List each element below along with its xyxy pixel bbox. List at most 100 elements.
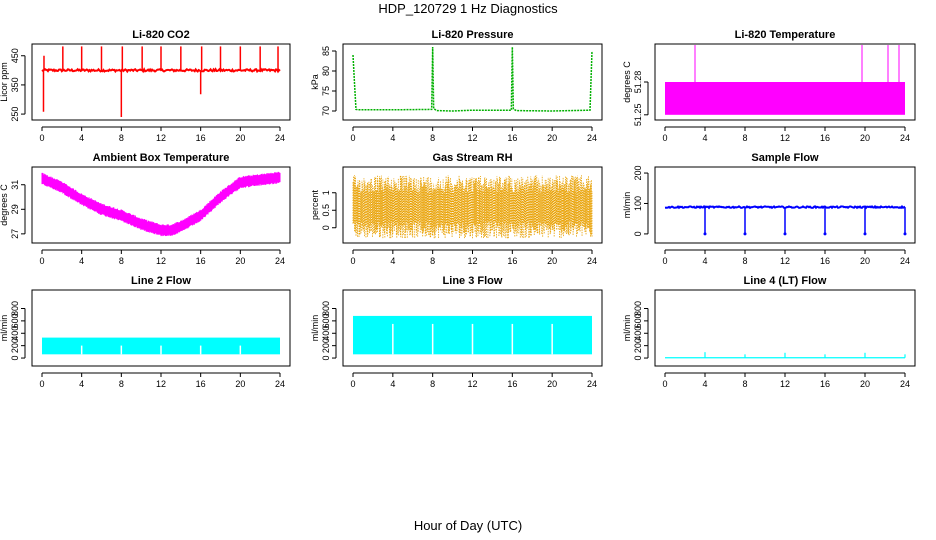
y-axis-label: percent <box>310 189 320 220</box>
y-tick-label: 31 <box>10 180 20 190</box>
x-tick-label: 4 <box>390 256 395 266</box>
x-tick-label: 4 <box>79 256 84 266</box>
chart-panel-4: Ambient Box Temperature degrees C 0 4 8 12 16 2… <box>0 152 291 266</box>
x-tick-label: 8 <box>742 256 747 266</box>
x-tick-label: 4 <box>390 379 395 389</box>
data-layer <box>41 171 281 237</box>
x-tick-label: 20 <box>235 133 245 143</box>
x-axis: 0 4 8 12 16 20 24 <box>39 372 285 389</box>
y-tick-label: 0 <box>633 231 643 236</box>
x-tick-label: 24 <box>900 379 910 389</box>
dip-point-6 <box>903 232 907 236</box>
x-tick-label: 4 <box>79 379 84 389</box>
y-tick-label: 80 <box>321 66 331 76</box>
y-tick-label: 200 <box>10 338 20 353</box>
x-tick-label: 16 <box>507 133 517 143</box>
x-tick-label: 20 <box>547 379 557 389</box>
x-tick-label: 0 <box>662 256 667 266</box>
x-tick-label: 8 <box>742 379 747 389</box>
plot-frame <box>31 43 291 121</box>
y-tick-label: 350 <box>10 77 20 92</box>
x-tick-label: 12 <box>156 379 166 389</box>
x-tick-label: 16 <box>820 133 830 143</box>
data-layer <box>41 46 281 117</box>
x-axis-title: Hour of Day (UTC) <box>413 518 523 533</box>
x-tick-label: 20 <box>860 379 870 389</box>
y-axis-label: kPa <box>310 74 320 90</box>
data-layer <box>352 175 593 239</box>
y-axis: 27 29 31 <box>10 180 26 239</box>
data-layer <box>353 315 592 355</box>
x-tick-label: 20 <box>860 133 870 143</box>
chart-panel-7: Line 2 Flow ml/min 0 4 8 12 16 20 24 0 20040060080… <box>0 275 291 389</box>
x-axis: 0 4 8 12 16 20 24 <box>39 126 285 143</box>
x-tick-label: 0 <box>39 256 44 266</box>
x-axis: 0 4 8 12 16 20 24 <box>39 249 285 266</box>
data-layer <box>352 46 593 112</box>
dip-point-4 <box>823 232 827 236</box>
x-tick-label: 4 <box>702 133 707 143</box>
x-tick-label: 24 <box>587 379 597 389</box>
x-tick-label: 8 <box>430 379 435 389</box>
y-tick-label: 29 <box>10 204 20 214</box>
data-layer <box>42 337 280 355</box>
x-tick-label: 8 <box>742 133 747 143</box>
x-tick-label: 16 <box>196 133 206 143</box>
y-tick-label: 600 <box>10 313 20 328</box>
y-tick-label: 800 <box>10 301 20 316</box>
data-layer <box>665 45 905 115</box>
x-tick-label: 0 <box>39 379 44 389</box>
y-axis-label: ml/min <box>0 315 9 342</box>
y-tick-label: 0 <box>10 356 20 361</box>
x-tick-label: 20 <box>235 379 245 389</box>
y-tick-label: 0.5 <box>321 204 331 217</box>
x-tick-label: 8 <box>119 379 124 389</box>
y-axis: 0 100 200 <box>633 166 649 236</box>
chart-panel-2: Li-820 Pressure kPa 0 4 8 12 16 20 24 70 75 80 85 <box>310 29 603 143</box>
y-tick-label: 800 <box>321 301 331 316</box>
y-axis-label: degrees C <box>0 184 9 226</box>
x-tick-label: 16 <box>196 256 206 266</box>
x-tick-label: 24 <box>275 379 285 389</box>
x-tick-label: 12 <box>467 379 477 389</box>
x-tick-label: 24 <box>900 256 910 266</box>
plot-frame <box>31 166 291 244</box>
y-axis: 51.25 51.28 <box>633 71 649 126</box>
y-tick-label: 200 <box>633 166 643 181</box>
chart-title: Line 3 Flow <box>443 275 503 287</box>
dip-point-5 <box>863 232 867 236</box>
chart-title: Line 2 Flow <box>131 275 191 287</box>
x-tick-label: 4 <box>702 379 707 389</box>
x-tick-label: 20 <box>235 256 245 266</box>
plot-frame <box>654 43 916 121</box>
page-title: HDP_120729 1 Hz Diagnostics <box>378 1 558 16</box>
y-tick-label: 600 <box>633 313 643 328</box>
x-axis: 0 4 8 12 16 20 24 <box>662 126 910 143</box>
chart-title: Gas Stream RH <box>432 152 512 164</box>
x-tick-label: 12 <box>156 133 166 143</box>
y-axis-label: ml/min <box>310 315 320 342</box>
y-axis: 00.51 <box>321 190 337 230</box>
y-tick-label: 75 <box>321 86 331 96</box>
y-axis-label: degrees C <box>622 61 632 103</box>
plot-frame <box>342 43 603 121</box>
chart-panel-6: Sample Flow ml/min 0 4 8 12 16 20 24 0 100 200 <box>622 152 916 266</box>
dip-point-1 <box>703 232 707 236</box>
plot-frame <box>342 289 603 367</box>
y-tick-label: 1 <box>321 190 331 195</box>
x-tick-label: 16 <box>820 256 830 266</box>
x-tick-label: 4 <box>79 133 84 143</box>
dip-point-2 <box>743 232 747 236</box>
y-axis-label: ml/min <box>622 192 632 219</box>
chart-title: Li-820 CO2 <box>132 29 189 41</box>
x-tick-label: 16 <box>196 379 206 389</box>
y-tick-label: 0 <box>633 356 643 361</box>
x-tick-label: 12 <box>780 133 790 143</box>
y-tick-label: 200 <box>633 338 643 353</box>
x-tick-label: 12 <box>780 256 790 266</box>
x-tick-label: 8 <box>430 133 435 143</box>
y-tick-label: 85 <box>321 46 331 56</box>
plot-frame <box>342 166 603 244</box>
plot-frame <box>654 166 916 244</box>
